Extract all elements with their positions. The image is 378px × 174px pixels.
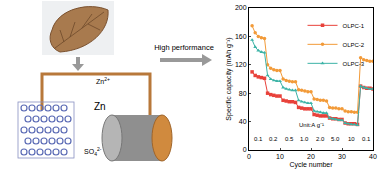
svg-text:0: 0	[243, 146, 247, 153]
svg-text:0.1: 0.1	[254, 136, 263, 142]
svg-text:80: 80	[239, 90, 247, 97]
svg-text:0.2: 0.2	[269, 136, 278, 142]
svg-text:40: 40	[369, 153, 377, 160]
svg-text:Specific capacity (mAh g⁻¹): Specific capacity (mAh g⁻¹)	[225, 37, 233, 120]
svg-text:20: 20	[307, 153, 315, 160]
svg-text:2.0: 2.0	[316, 136, 325, 142]
svg-text:1.0: 1.0	[300, 136, 309, 142]
svg-text:0.1: 0.1	[362, 136, 371, 142]
svg-text:SO42-: SO42-	[84, 146, 102, 157]
svg-text:Unit:A g⁻¹: Unit:A g⁻¹	[299, 122, 324, 128]
svg-text:0.5: 0.5	[285, 136, 294, 142]
svg-text:Zn: Zn	[94, 101, 106, 112]
svg-text:Zn2+: Zn2+	[96, 76, 110, 85]
svg-text:0: 0	[247, 153, 251, 160]
svg-text:10: 10	[276, 153, 284, 160]
svg-text:10: 10	[348, 136, 355, 142]
svg-text:OLPC-3: OLPC-3	[343, 61, 365, 67]
svg-text:OLPC-2: OLPC-2	[343, 42, 365, 48]
svg-text:5.0: 5.0	[331, 136, 340, 142]
svg-text:High performance: High performance	[154, 43, 214, 52]
svg-text:40: 40	[239, 118, 247, 125]
svg-text:OLPC-1: OLPC-1	[343, 23, 365, 29]
svg-text:120: 120	[235, 61, 247, 68]
svg-text:30: 30	[338, 153, 346, 160]
svg-text:200: 200	[235, 4, 247, 11]
svg-text:Cycle number: Cycle number	[289, 161, 333, 169]
svg-text:160: 160	[235, 33, 247, 40]
